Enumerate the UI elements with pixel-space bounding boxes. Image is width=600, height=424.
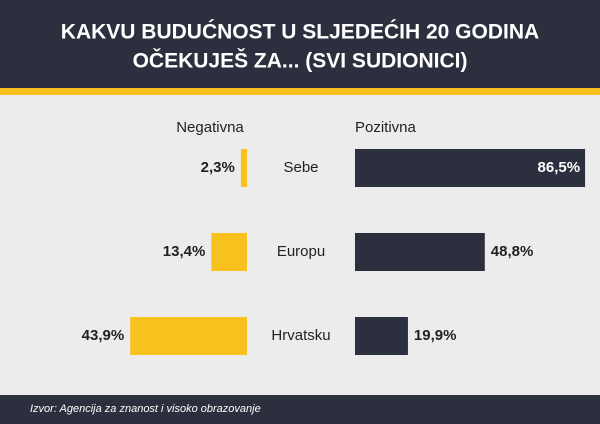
bar <box>355 149 586 187</box>
source: Izvor: Agencija za znanost i visoko obra… <box>30 403 261 415</box>
header-stripe <box>0 88 600 95</box>
bar <box>355 317 408 355</box>
value-label: 13,4% <box>163 243 206 260</box>
bar <box>240 149 247 187</box>
footer <box>0 395 600 424</box>
header <box>0 0 600 88</box>
category-label: Hrvatsku <box>271 327 330 344</box>
value-label: 19,9% <box>414 327 457 344</box>
value-label: 43,9% <box>82 327 125 344</box>
category-label: Europu <box>277 243 325 260</box>
bar <box>130 317 247 355</box>
legend-label: Pozitivna <box>355 119 417 136</box>
chart-title: KAKVU BUDUĆNOST U SLJEDEĆIH 20 GODINA <box>61 20 539 44</box>
category-label: Sebe <box>283 159 318 176</box>
value-label: 86,5% <box>538 159 581 176</box>
value-label: 48,8% <box>491 243 534 260</box>
bar <box>355 233 485 271</box>
legend-label: Negativna <box>176 119 244 136</box>
value-label: 2,3% <box>201 159 235 176</box>
chart-title: OČEKUJEŠ ZA... (SVI SUDIONICI) <box>133 49 468 73</box>
bar <box>211 233 247 271</box>
